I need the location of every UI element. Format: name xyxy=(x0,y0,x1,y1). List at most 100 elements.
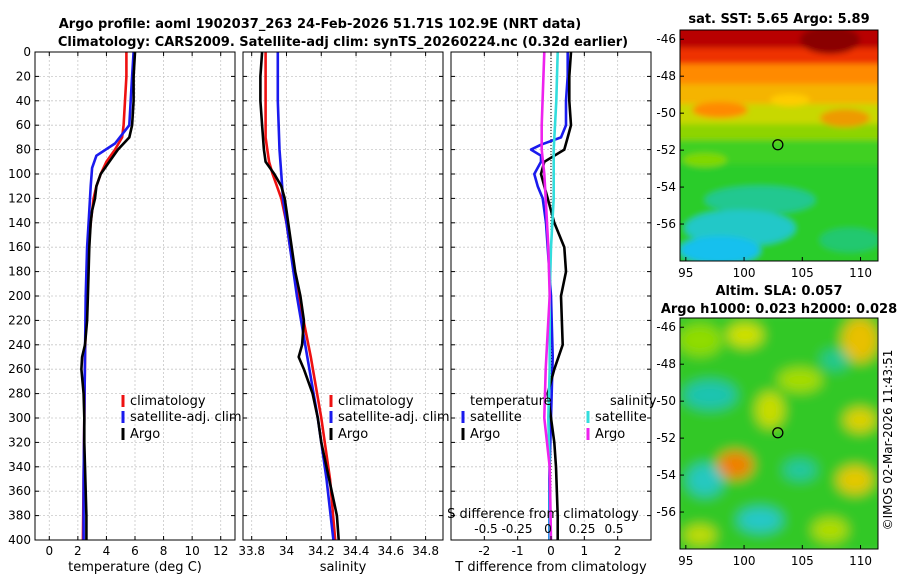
s-ticklabel: 0 xyxy=(544,522,552,536)
argo-position-marker xyxy=(772,427,784,439)
difference-panel: -2 -1 0 1 2 T difference from climatology xyxy=(450,51,652,575)
x-tick-label: 34 xyxy=(279,544,294,558)
x-tick-label: 1 xyxy=(581,544,589,558)
legend-label-temp-argo: Argo xyxy=(470,427,500,442)
legend-label-argo: Argo xyxy=(130,427,160,442)
y-tick-label: 240 xyxy=(8,338,31,352)
x-tick-label: 10 xyxy=(185,544,200,558)
legend-label-sal-argo: Argo xyxy=(595,427,625,442)
y-tick-label: 400 xyxy=(8,533,31,547)
map-x-tick-label: 110 xyxy=(849,554,872,568)
map-x-tick-label: 105 xyxy=(791,266,814,280)
map-y-tick-label: -52 xyxy=(656,143,676,157)
s-ticklabel: 0.5 xyxy=(604,522,623,536)
map-y-tick-label: -56 xyxy=(656,217,676,231)
y-tick-label: 40 xyxy=(16,94,31,108)
map-x-tick-label: 95 xyxy=(678,554,693,568)
x-tick-label: 2 xyxy=(74,544,82,558)
difference-legend: temperature salinity satellite Argo sate… xyxy=(461,394,657,442)
x-tick-label: 34.4 xyxy=(343,544,370,558)
map-x-tick-label: 100 xyxy=(733,554,756,568)
y-tick-label: 200 xyxy=(8,289,31,303)
s-ticklabel: -0.25 xyxy=(501,522,532,536)
figure-title-line2: Climatology: CARS2009. Satellite-adj cli… xyxy=(58,35,628,50)
x-axis-label: temperature (deg C) xyxy=(68,560,202,575)
y-tick-label: 320 xyxy=(8,435,31,449)
argo-position-marker xyxy=(772,139,784,151)
legend-label-sal-satellite: satellite xyxy=(595,410,647,425)
y-tick-label: 140 xyxy=(8,216,31,230)
legend-label-satellite: satellite-adj. clim xyxy=(338,410,450,425)
map-y-tick-label: -46 xyxy=(656,320,676,334)
map-y-tick-label: -54 xyxy=(656,180,676,194)
legend-header-salinity: salinity xyxy=(610,394,657,409)
legend-label-climatology: climatology xyxy=(130,394,206,409)
x-tick-label: 0 xyxy=(547,544,555,558)
series-line-argo xyxy=(80,51,137,540)
x-tick-label: 34.6 xyxy=(377,544,404,558)
legend-label-temp-satellite: satellite xyxy=(470,410,522,425)
sst-map-axes: 95 100 105 110 -46 -48 -50 -52 -54 -56 xyxy=(656,32,872,280)
temperature-panel: 0204060801001201401601802002202402602803… xyxy=(8,45,236,575)
y-tick-label: 60 xyxy=(16,118,31,132)
legend-label-climatology: climatology xyxy=(338,394,414,409)
sst-map-image xyxy=(680,30,878,261)
s-ticklabel: 0.25 xyxy=(569,522,596,536)
x-tick-label: 33.8 xyxy=(238,544,265,558)
map-y-tick-label: -48 xyxy=(656,357,676,371)
y-tick-label: 80 xyxy=(16,143,31,157)
x-tick-label: 0 xyxy=(45,544,53,558)
y-tick-label: 340 xyxy=(8,460,31,474)
sst-map-frame xyxy=(679,29,879,262)
x-tick-label: 4 xyxy=(103,544,111,558)
map-x-tick-label: 95 xyxy=(678,266,693,280)
sla-map-frame xyxy=(679,317,879,550)
y-tick-label: 260 xyxy=(8,362,31,376)
y-tick-label: 180 xyxy=(8,265,31,279)
y-tick-label: 220 xyxy=(8,313,31,327)
sst-map-title: sat. SST: 5.65 Argo: 5.89 xyxy=(688,12,869,27)
map-y-tick-label: -54 xyxy=(656,468,676,482)
series-line-satellite-adj-clim xyxy=(82,51,135,540)
salinity-legend: climatology satellite-adj. clim Argo xyxy=(329,394,450,442)
s-difference-label: S difference from climatology xyxy=(447,507,639,522)
x-tick-label: 8 xyxy=(160,544,168,558)
series-line-temperature-argo xyxy=(539,51,573,540)
y-tick-label: 100 xyxy=(8,167,31,181)
legend-label-satellite: satellite-adj. clim xyxy=(130,410,242,425)
y-tick-label: 0 xyxy=(23,45,31,59)
x-tick-label: 2 xyxy=(614,544,622,558)
x-tick-label: 12 xyxy=(213,544,228,558)
legend-header-temperature: temperature xyxy=(470,394,552,409)
series-line-salinity-argo xyxy=(540,51,553,541)
salinity-panel: 33.8 34 34.2 34.4 34.6 34.8 salinity xyxy=(238,51,444,575)
y-tick-label: 280 xyxy=(8,387,31,401)
x-tick-label: -1 xyxy=(512,544,524,558)
x-axis-label: salinity xyxy=(320,560,367,575)
legend-label-argo: Argo xyxy=(338,427,368,442)
s-difference-ticklabels: -0.5 -0.25 0 0.25 0.5 xyxy=(474,522,623,536)
x-tick-label: 34.8 xyxy=(412,544,439,558)
sla-map-title-line1: Altim. SLA: 0.057 xyxy=(716,284,843,299)
x-tick-label: 34.2 xyxy=(308,544,335,558)
series-line-salinity-satellite xyxy=(546,51,559,540)
map-y-tick-label: -56 xyxy=(656,505,676,519)
y-tick-label: 160 xyxy=(8,240,31,254)
x-axis-label: T difference from climatology xyxy=(454,560,647,575)
map-y-tick-label: -52 xyxy=(656,431,676,445)
sla-map-image xyxy=(680,318,878,549)
copyright-timestamp: ©IMOS 02-Mar-2026 11:43:51 xyxy=(881,350,895,531)
temperature-legend: climatology satellite-adj. clim Argo xyxy=(121,394,242,442)
map-y-tick-label: -48 xyxy=(656,69,676,83)
sla-map-title-line2: Argo h1000: 0.023 h2000: 0.028 xyxy=(661,302,897,317)
map-y-tick-label: -46 xyxy=(656,32,676,46)
x-tick-label: -2 xyxy=(478,544,490,558)
y-tick-label: 120 xyxy=(8,191,31,205)
map-y-tick-label: -50 xyxy=(656,394,676,408)
map-x-tick-label: 100 xyxy=(733,266,756,280)
series-line-argo xyxy=(259,51,340,541)
map-y-tick-label: -50 xyxy=(656,106,676,120)
map-x-tick-label: 110 xyxy=(849,266,872,280)
figure-title-line1: Argo profile: aoml 1902037_263 24-Feb-20… xyxy=(59,17,581,32)
